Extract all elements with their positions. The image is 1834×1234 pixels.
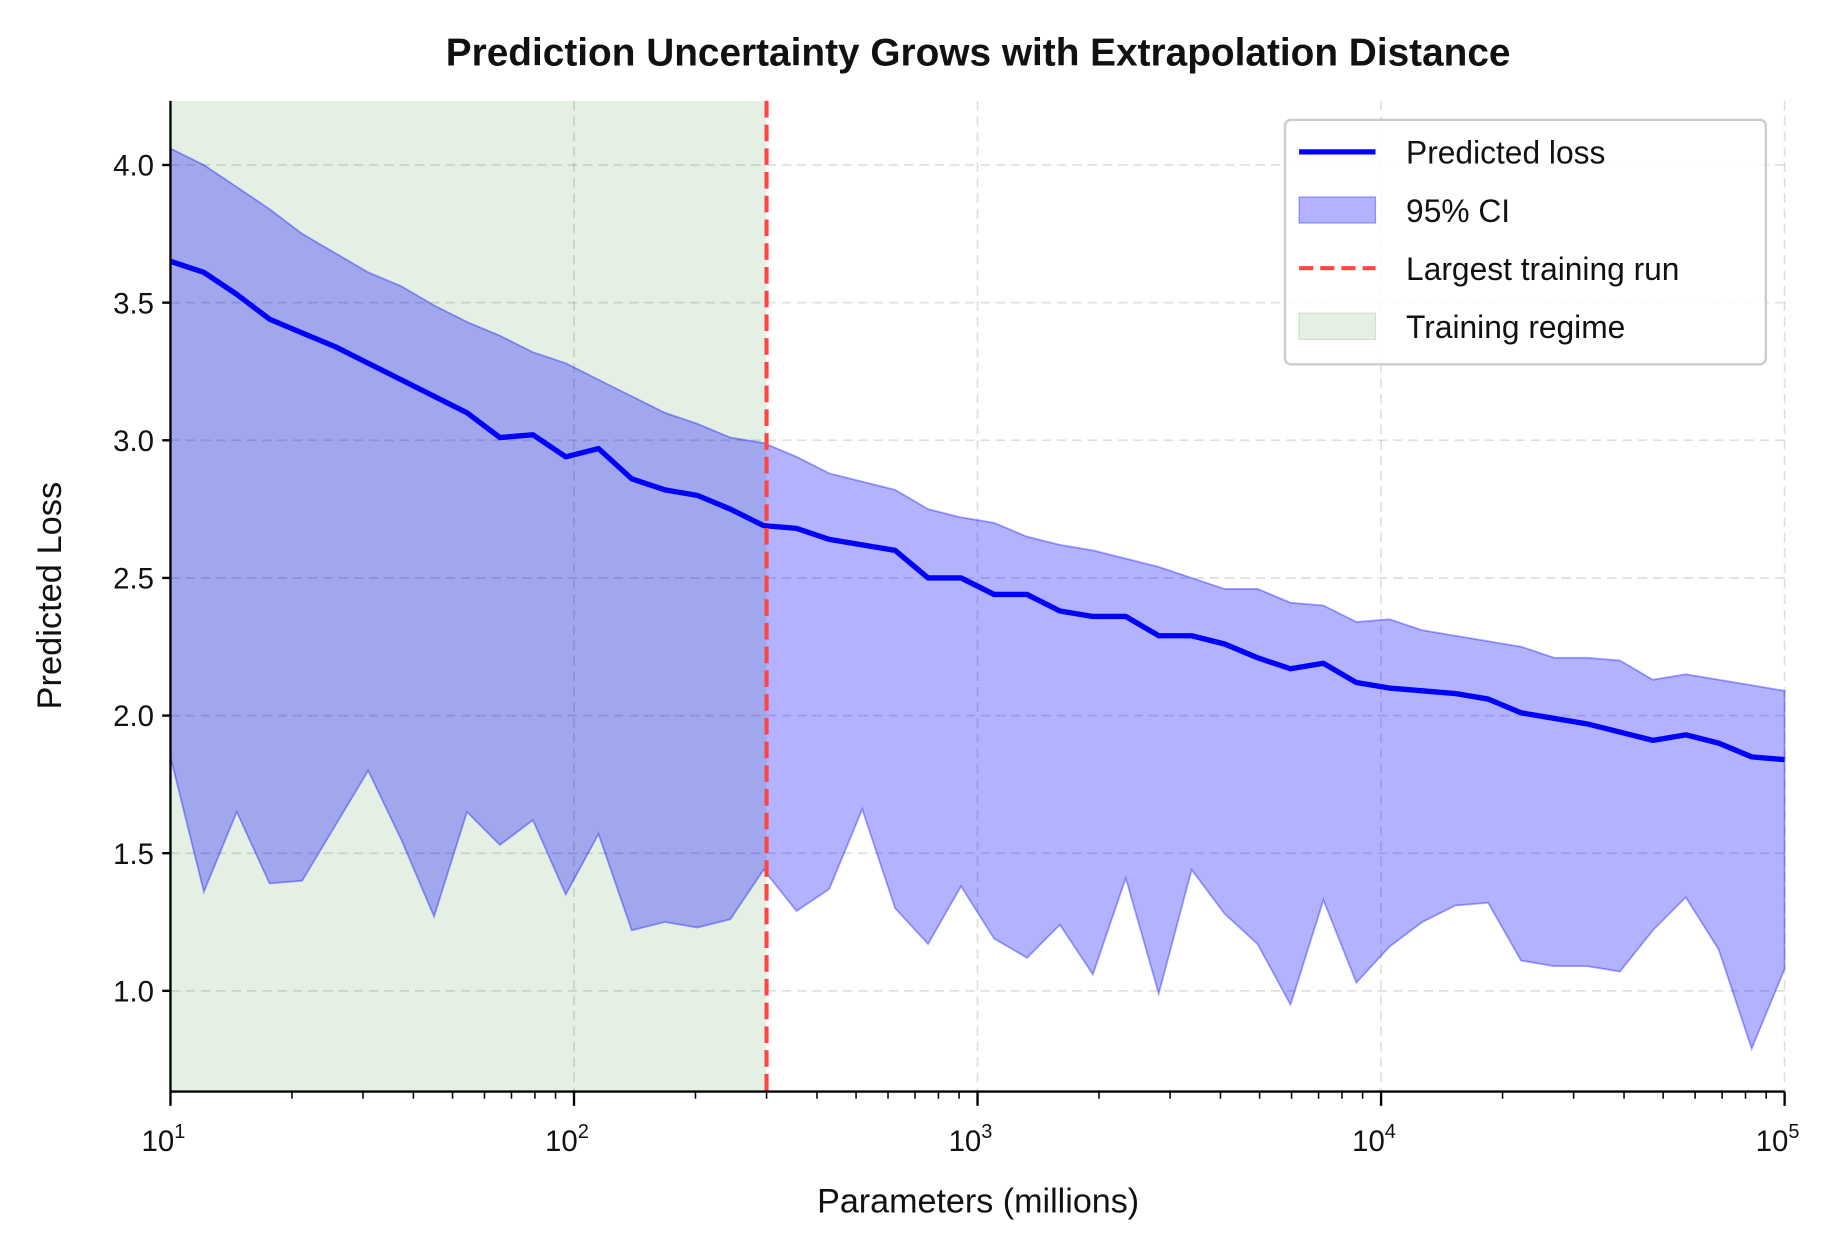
predicted-loss-line (169, 258, 1785, 763)
legend-label: Largest training run (1406, 251, 1679, 287)
y-axis-label: Predicted Loss (31, 482, 69, 710)
legend-label: 95% CI (1406, 193, 1510, 229)
x-tick-label: 101 (142, 1121, 186, 1158)
y-tick-label: 1.5 (113, 838, 154, 871)
chart-title: Prediction Uncertainty Grows with Extrap… (446, 31, 1511, 74)
legend-band-swatch (1298, 196, 1377, 224)
y-tick-label: 3.5 (113, 287, 154, 320)
y-tick-label: 2.0 (113, 700, 154, 733)
x-tick-label: 104 (1352, 1121, 1396, 1158)
plot-area: 1.0 1.5 2.0 2.5 3.0 3.5 4.0 101 102 103 104 105 (113, 100, 1800, 1158)
legend-region-swatch (1298, 312, 1377, 340)
y-tick-label: 4.0 (113, 150, 154, 183)
y-tick-label: 2.5 (113, 562, 154, 595)
y-tick-label: 1.0 (113, 975, 154, 1008)
x-axis-label: Parameters (millions) (817, 1183, 1139, 1221)
y-tick-label: 3.0 (113, 425, 154, 458)
x-tick-label: 102 (545, 1121, 589, 1158)
confidence-band (169, 147, 1786, 1052)
x-tick-label: 105 (1756, 1121, 1800, 1158)
legend-label: Training regime (1406, 309, 1625, 345)
training-regime-region (170, 100, 767, 1092)
x-tick-label: 103 (949, 1121, 993, 1158)
legend-label: Predicted loss (1406, 135, 1605, 171)
legend: Predicted loss 95% CI Largest training run… (1283, 118, 1767, 366)
legend-frame (1283, 118, 1767, 366)
